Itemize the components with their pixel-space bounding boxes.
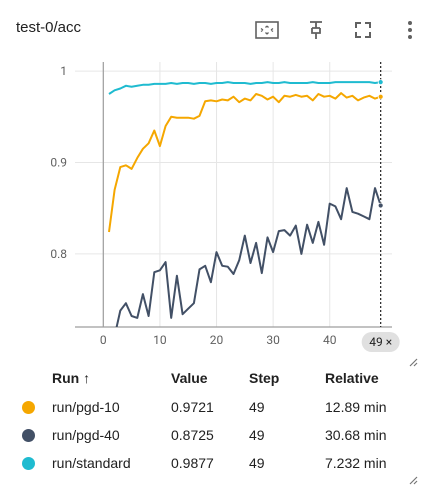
- series-line-run-pgd-40: [109, 188, 381, 350]
- hover-point: [378, 203, 383, 208]
- run-value: 0.9721: [171, 399, 214, 415]
- hover-step-label: 49 ×: [369, 335, 392, 349]
- table-row: run/pgd-10 0.9721 49 12.89 min: [0, 394, 426, 422]
- y-tick-label: 0.8: [50, 247, 67, 261]
- run-step: 49: [249, 455, 265, 471]
- series-color-swatch: [22, 401, 35, 414]
- y-tick-label: 1: [60, 64, 67, 78]
- run-relative: 7.232 min: [325, 455, 386, 471]
- run-name: run/standard: [52, 455, 131, 471]
- card-title: test-0/acc: [16, 19, 81, 36]
- header-step[interactable]: Step: [249, 370, 279, 386]
- x-tick-label: 40: [323, 333, 337, 347]
- card-header: test-0/acc: [0, 0, 426, 56]
- run-name: run/pgd-10: [52, 399, 120, 415]
- hover-layer: 49 ×: [362, 62, 400, 352]
- run-relative: 30.68 min: [325, 427, 386, 443]
- hover-point: [378, 80, 383, 85]
- x-tick-label: 30: [266, 333, 280, 347]
- run-name: run/pgd-40: [52, 427, 120, 443]
- run-value: 0.9877: [171, 455, 214, 471]
- series-layer: [109, 82, 381, 350]
- series-color-swatch: [22, 429, 35, 442]
- table-resize-handle-icon[interactable]: [408, 470, 418, 480]
- fullscreen-icon[interactable]: [349, 16, 377, 44]
- header-run[interactable]: Run ↑: [52, 370, 90, 386]
- chart-resize-handle-icon[interactable]: [408, 352, 418, 362]
- hover-point: [378, 94, 383, 99]
- run-relative: 12.89 min: [325, 399, 386, 415]
- grid-layer: [75, 62, 392, 327]
- header-value[interactable]: Value: [171, 370, 208, 386]
- table-row: run/standard 0.9877 49 7.232 min: [0, 450, 426, 478]
- x-tick-label: 10: [153, 333, 167, 347]
- x-tick-label: 20: [210, 333, 224, 347]
- header-relative[interactable]: Relative: [325, 370, 379, 386]
- more-vert-icon[interactable]: [396, 16, 424, 44]
- table-row: run/pgd-40 0.8725 49 30.68 min: [0, 422, 426, 450]
- pin-icon[interactable]: [302, 16, 330, 44]
- run-value: 0.8725: [171, 427, 214, 443]
- run-step: 49: [249, 427, 265, 443]
- fit-domain-icon[interactable]: [253, 16, 281, 44]
- series-color-swatch: [22, 457, 35, 470]
- series-line-run-standard: [109, 82, 381, 94]
- run-step: 49: [249, 399, 265, 415]
- y-tick-label: 0.9: [50, 156, 67, 170]
- x-tick-label: 0: [100, 333, 107, 347]
